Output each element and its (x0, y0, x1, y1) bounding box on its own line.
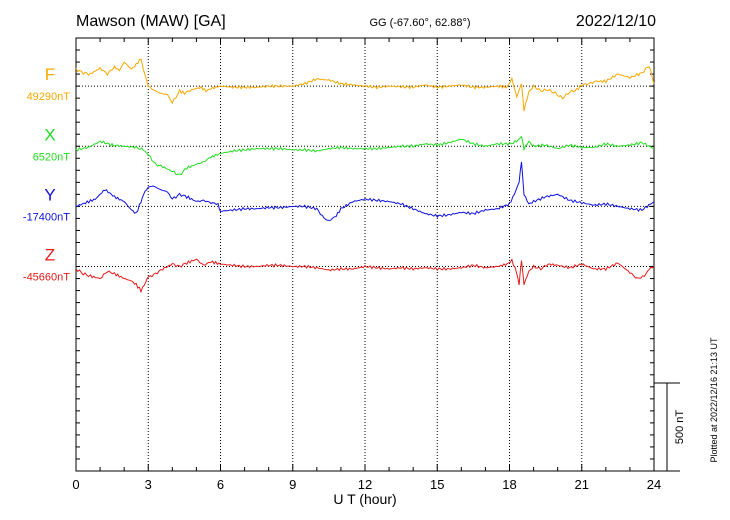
x-tick-label: 21 (575, 477, 589, 492)
baseline-value-f: 49290nT (27, 91, 71, 103)
baseline-value-y: -17400nT (23, 211, 70, 223)
station-title: Mawson (MAW) [GA] (76, 13, 226, 30)
series-line-x (75, 135, 655, 176)
series-name-f: F (45, 65, 55, 84)
series-name-z: Z (45, 246, 55, 265)
scale-bar-label: 500 nT (674, 410, 686, 445)
x-tick-label: 9 (289, 477, 296, 492)
scale-bar: 500 nT (654, 382, 686, 472)
x-tick-label: 0 (72, 477, 79, 492)
coordinates-label: GG (-67.60°, 62.88°) (369, 17, 470, 29)
x-tick-label: 3 (145, 477, 152, 492)
data-series (75, 58, 655, 294)
grid-lines (147, 38, 583, 471)
x-axis-label: U T (hour) (333, 491, 396, 507)
x-tick-label: 6 (217, 477, 224, 492)
x-tick-label: 12 (358, 477, 372, 492)
baseline-value-z: -45660nT (23, 272, 70, 284)
x-tick-label: 15 (430, 477, 444, 492)
x-axis-tick-labels: 0 3 6 9 12 15 18 21 24 (72, 477, 661, 492)
plotted-at-note: Plotted at 2022/12/16 21:13 UT (709, 337, 719, 463)
baseline-value-x: 6520nT (33, 151, 71, 163)
series-name-y: Y (44, 185, 55, 204)
series-labels: F 49290nT X 6520nT Y -17400nT Z -45660nT (23, 65, 70, 283)
x-tick-label: 24 (647, 477, 661, 492)
series-line-f (75, 58, 655, 112)
series-name-x: X (44, 125, 55, 144)
date-label: 2022/12/10 (576, 13, 656, 30)
x-tick-label: 18 (502, 477, 516, 492)
series-line-z (75, 258, 655, 294)
series-line-y (75, 161, 655, 221)
